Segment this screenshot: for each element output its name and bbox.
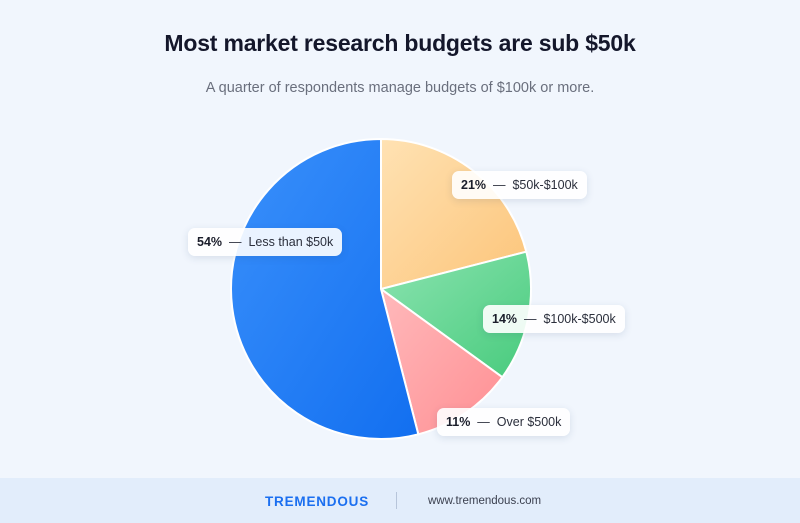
slice-label-50k-100k: 21% — $50k-$100k bbox=[452, 171, 587, 199]
brand-logo[interactable]: TREMENDOUS bbox=[265, 494, 370, 509]
footer-divider bbox=[396, 492, 397, 509]
slice-label-sep: — bbox=[489, 178, 509, 192]
slice-label-text: Over $500k bbox=[496, 415, 562, 429]
slice-label-sep: — bbox=[520, 312, 540, 326]
slice-label-pct: 54% bbox=[197, 235, 223, 249]
pie-chart bbox=[230, 138, 532, 440]
slice-label-text: $50k-$100k bbox=[512, 178, 578, 192]
slice-label-pct: 11% bbox=[446, 415, 471, 429]
slice-label-over-500k: 11% — Over $500k bbox=[437, 408, 571, 436]
slice-label-sep: — bbox=[225, 235, 245, 249]
slice-label-sep: — bbox=[473, 415, 494, 429]
slice-label-less-than-50k: 54% — Less than $50k bbox=[188, 228, 343, 256]
slice-label-pct: 14% bbox=[492, 312, 518, 326]
slice-label-100k-500k: 14% — $100k-$500k bbox=[483, 305, 625, 333]
chart-subtitle: A quarter of respondents manage budgets … bbox=[205, 80, 595, 96]
pie-slice-less-than-50k bbox=[230, 138, 420, 440]
chart-title: Most market research budgets are sub $50… bbox=[164, 30, 636, 56]
slice-label-text: Less than $50k bbox=[248, 235, 334, 249]
footer: TREMENDOUS www.tremendous.com bbox=[0, 478, 800, 523]
footer-url-link[interactable]: www.tremendous.com bbox=[428, 495, 542, 507]
pie-slice-50k-100k bbox=[380, 138, 528, 290]
slice-label-pct: 21% bbox=[461, 178, 487, 192]
slice-label-text: $100k-$500k bbox=[543, 312, 616, 326]
